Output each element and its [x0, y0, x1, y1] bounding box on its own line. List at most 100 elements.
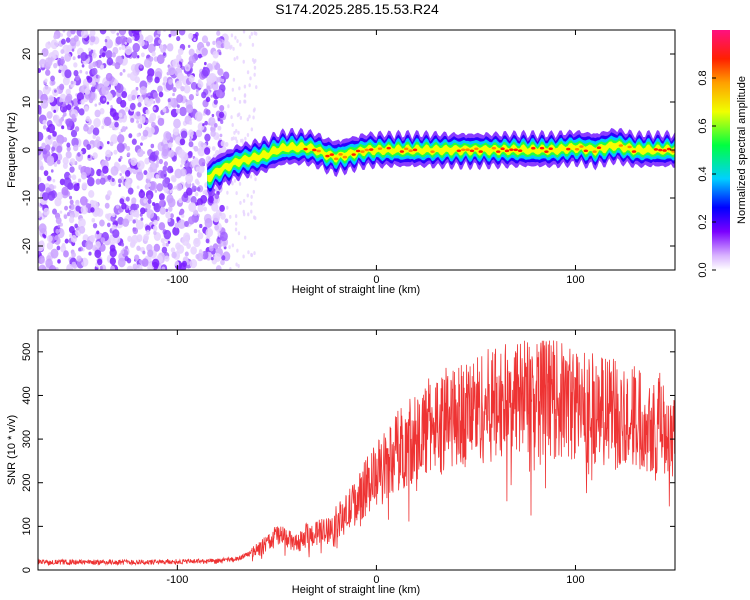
noise-speckle	[246, 133, 250, 138]
noise-speckle	[88, 251, 92, 256]
noise-speckle	[153, 202, 162, 213]
noise-speckle	[105, 72, 113, 82]
noise-speckle	[68, 209, 72, 214]
noise-speckle	[155, 150, 160, 156]
figure-title: S174.2025.285.15.53.R24	[275, 1, 439, 17]
noise-speckle	[120, 99, 127, 108]
noise-speckle	[63, 250, 69, 258]
noise-speckle	[60, 38, 66, 45]
noise-speckle	[58, 227, 64, 234]
noise-speckle	[60, 58, 65, 65]
noise-speckle	[46, 175, 52, 182]
noise-speckle	[112, 212, 116, 218]
noise-speckle	[141, 258, 149, 267]
noise-speckle	[59, 98, 63, 103]
noise-speckle	[203, 206, 208, 212]
noise-speckle	[152, 202, 156, 207]
noise-speckle	[235, 128, 238, 133]
noise-speckle	[169, 213, 174, 219]
noise-speckle	[233, 57, 236, 62]
ridge-peak	[509, 148, 514, 151]
noise-speckle	[220, 212, 226, 220]
noise-speckle	[167, 218, 171, 223]
noise-speckle	[202, 123, 205, 127]
noise-speckle	[99, 145, 102, 150]
noise-speckle	[190, 135, 194, 139]
noise-speckle	[73, 35, 79, 42]
noise-speckle	[179, 138, 186, 146]
noise-speckle	[176, 216, 180, 222]
snr-ytick-label: 200	[21, 474, 33, 492]
noise-speckle	[47, 235, 53, 243]
noise-speckle	[131, 234, 139, 244]
noise-speckle	[162, 82, 165, 86]
noise-speckle	[100, 237, 106, 244]
noise-speckle	[62, 114, 65, 118]
noise-speckle	[165, 211, 171, 219]
noise-speckle	[212, 40, 216, 46]
noise-speckle	[135, 203, 140, 209]
noise-speckle	[119, 173, 122, 177]
noise-speckle	[41, 48, 49, 57]
noise-speckle	[143, 170, 148, 176]
noise-speckle	[159, 206, 166, 215]
noise-speckle	[167, 183, 173, 190]
noise-speckle	[58, 137, 63, 142]
noise-speckle	[183, 84, 191, 94]
colorbar-tick-label: 0.8	[697, 70, 709, 85]
noise-speckle	[238, 181, 242, 186]
noise-speckle	[124, 45, 133, 56]
noise-speckle	[197, 53, 202, 59]
ridge-peak	[671, 150, 675, 153]
ridge-peak	[460, 148, 466, 152]
noise-speckle	[114, 121, 119, 128]
noise-speckle	[254, 216, 257, 221]
spectrogram-ytick-label: 0	[21, 147, 33, 153]
noise-speckle	[38, 210, 42, 218]
noise-speckle	[194, 191, 199, 197]
noise-speckle	[176, 183, 183, 191]
noise-speckle	[131, 36, 135, 41]
noise-speckle	[188, 138, 192, 142]
noise-speckle	[242, 254, 245, 259]
noise-speckle	[80, 30, 89, 39]
noise-speckle	[124, 41, 128, 45]
noise-speckle	[236, 39, 239, 44]
noise-speckle	[230, 115, 233, 120]
noise-speckle	[117, 178, 123, 184]
ridge-peak	[430, 150, 435, 153]
noise-speckle	[158, 39, 162, 44]
noise-speckle	[68, 216, 75, 224]
noise-speckle	[68, 205, 72, 209]
noise-speckle	[243, 99, 246, 104]
noise-speckle	[119, 155, 123, 160]
noise-speckle	[166, 194, 174, 204]
noise-speckle	[204, 133, 211, 142]
ridge-peak	[342, 155, 348, 159]
noise-speckle	[45, 41, 52, 49]
noise-speckle	[147, 168, 151, 172]
ridge-peak	[329, 153, 335, 156]
noise-speckle	[242, 212, 246, 217]
noise-speckle	[128, 133, 133, 139]
noise-speckle	[110, 265, 116, 270]
noise-speckle	[64, 52, 72, 62]
noise-speckle	[84, 105, 89, 112]
noise-speckle	[62, 30, 66, 33]
ridge-peak	[662, 149, 667, 152]
noise-speckle	[204, 217, 213, 228]
noise-speckle	[38, 68, 42, 74]
noise-speckle	[124, 170, 131, 177]
noise-speckle	[243, 84, 247, 89]
noise-speckle	[54, 89, 57, 93]
noise-speckle	[147, 68, 155, 78]
noise-speckle	[193, 157, 199, 165]
noise-speckle	[203, 189, 207, 193]
noise-speckle	[76, 182, 80, 187]
noise-speckle	[106, 140, 110, 145]
noise-speckle	[38, 146, 42, 156]
noise-speckle	[69, 166, 75, 173]
noise-speckle	[172, 127, 180, 136]
noise-speckle	[204, 147, 211, 155]
noise-speckle	[95, 178, 101, 185]
